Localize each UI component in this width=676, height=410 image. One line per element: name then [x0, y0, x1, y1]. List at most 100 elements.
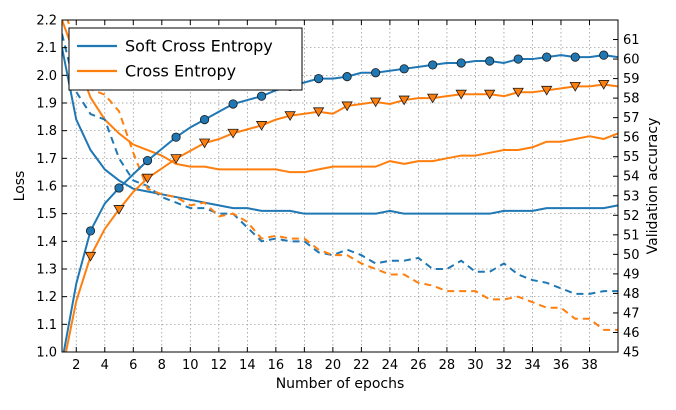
y-left-axis-title: Loss [12, 171, 28, 202]
data-point [599, 50, 609, 60]
series-line-3 [66, 20, 618, 331]
data-point [598, 80, 610, 90]
legend-label: Soft Cross Entropy [125, 37, 273, 56]
data-point [542, 52, 552, 62]
series-line-0 [62, 47, 618, 215]
x-tick-label: 32 [496, 358, 513, 373]
data-point [342, 72, 352, 82]
x-axis-title: Number of epochs [276, 376, 405, 392]
y-right-tick-label: 55 [623, 150, 640, 165]
data-point [255, 121, 268, 131]
data-point [114, 183, 124, 193]
y-left-tick-label: 1.1 [36, 318, 57, 333]
y-right-tick-label: 49 [623, 267, 640, 282]
y-right-tick-label: 52 [623, 209, 640, 224]
data-point [85, 226, 96, 236]
y-right-tick-label: 56 [623, 131, 640, 146]
y-left-tick-label: 1.2 [36, 290, 57, 305]
data-point [456, 58, 466, 68]
series-line-2 [62, 33, 618, 295]
data-point [428, 60, 438, 70]
y-right-tick-label: 47 [623, 306, 640, 321]
data-point [569, 82, 581, 92]
y-right-tick-label: 57 [623, 111, 640, 126]
y-left-tick-label: 1.3 [36, 263, 57, 278]
axis-layer: 2 4 6 8 10 12 14 16 18 20 22 24 26 28 30 32 34 36 38 1.0 1.1… [12, 14, 661, 393]
y-left-tick-label: 1.6 [36, 180, 57, 195]
y-left-tick-label: 1.8 [36, 124, 57, 139]
data-point [171, 132, 181, 142]
data-point [541, 85, 553, 96]
data-point [284, 111, 296, 121]
x-tick-label: 16 [268, 358, 285, 373]
x-tick-label: 18 [296, 358, 313, 373]
x-tick-label: 14 [239, 358, 256, 373]
x-tick-label: 30 [467, 358, 484, 373]
data-point [512, 87, 524, 98]
y-right-axis-title: Validation accuracy [645, 118, 661, 255]
legend-box [68, 27, 303, 91]
data-point [199, 115, 210, 125]
y-left-tick-label: 1.0 [36, 346, 57, 361]
series-layer [62, 20, 618, 352]
data-point [314, 73, 324, 84]
y-right-tick-label: 54 [623, 170, 640, 185]
x-tick-label: 24 [382, 358, 399, 373]
y-right-tick-label: 59 [623, 72, 640, 87]
y-left-tick-label: 1.9 [36, 97, 57, 112]
data-point [170, 154, 182, 164]
y-right-tick-label: 58 [623, 92, 640, 107]
data-point [369, 97, 382, 108]
data-point [228, 99, 238, 109]
data-point [485, 56, 495, 66]
series-line-4 [62, 54, 618, 352]
data-point [371, 68, 381, 78]
data-point [570, 52, 580, 62]
x-tick-label: 26 [410, 358, 427, 373]
x-tick-label: 8 [158, 358, 166, 373]
x-tick-label: 10 [182, 358, 199, 373]
data-point [256, 91, 267, 101]
data-point [426, 93, 439, 104]
data-point [399, 64, 409, 74]
data-point [141, 173, 154, 184]
data-point [113, 205, 125, 215]
legend-label: Cross Entropy [125, 62, 236, 81]
y-left-tick-label: 2.1 [36, 41, 57, 56]
x-tick-label: 4 [101, 358, 109, 373]
y-right-tick-label: 50 [623, 248, 640, 263]
data-point [513, 54, 523, 64]
legend-layer: Soft Cross Entropy Cross Entropy [68, 27, 303, 91]
y-right-tick-label: 53 [623, 189, 640, 204]
x-tick-label: 12 [211, 358, 228, 373]
x-tick-label: 2 [72, 358, 80, 373]
x-tick-label: 34 [524, 358, 541, 373]
x-tick-label: 22 [353, 358, 370, 373]
y-right-tick-label: 60 [623, 53, 640, 68]
data-point [227, 128, 239, 139]
data-point [341, 101, 353, 112]
data-point [483, 89, 496, 100]
y-right-tick-label: 51 [623, 228, 640, 243]
y-left-tick-label: 1.7 [36, 152, 57, 167]
data-point [84, 251, 97, 262]
data-point [142, 156, 153, 166]
data-point [198, 138, 211, 149]
y-right-tick-label: 61 [623, 33, 640, 48]
y-right-tick-label: 48 [623, 287, 640, 302]
series-line-5 [64, 83, 618, 352]
y-left-tick-label: 1.4 [36, 235, 57, 250]
data-point [398, 95, 410, 106]
x-tick-label: 36 [553, 358, 570, 373]
x-tick-label: 38 [581, 358, 598, 373]
y-left-tick-label: 2.0 [36, 69, 57, 84]
y-left-tick-label: 1.5 [36, 207, 57, 222]
series-line-1 [62, 20, 618, 174]
x-tick-label: 28 [439, 358, 456, 373]
x-tick-label: 20 [325, 358, 342, 373]
data-point [312, 107, 325, 118]
y-right-tick-label: 46 [623, 326, 640, 341]
y-right-tick-label: 45 [623, 346, 640, 361]
